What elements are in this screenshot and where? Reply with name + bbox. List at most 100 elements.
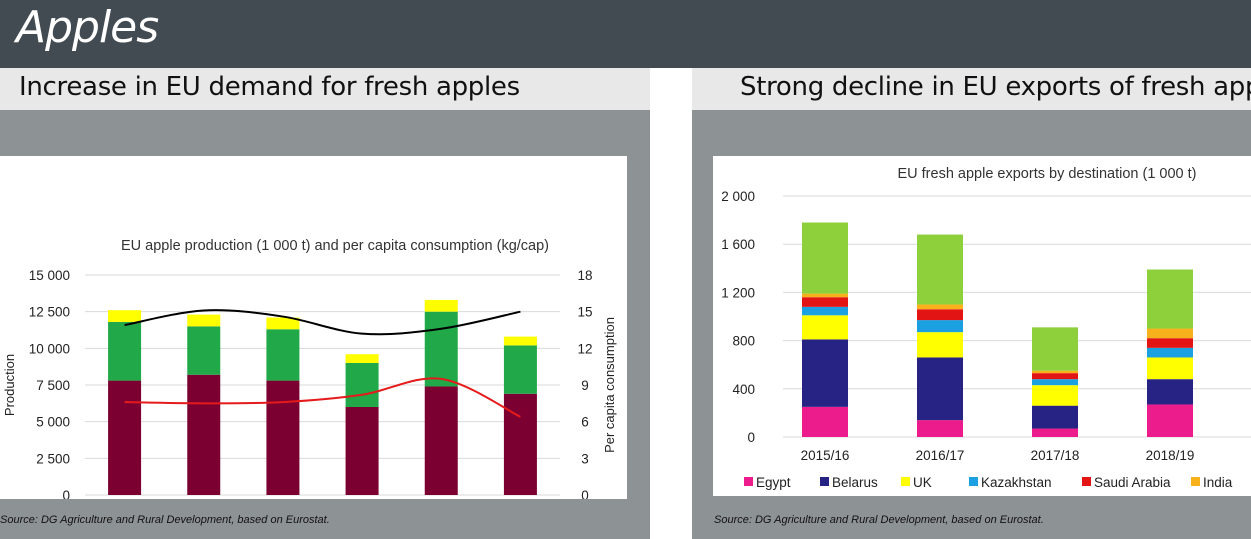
bar-segment: [1032, 379, 1078, 386]
x-tick-label: 2015/16: [801, 448, 850, 463]
right-panel-header: Strong decline in EU exports of fresh ap…: [692, 68, 1251, 110]
y-tick-label: 400: [732, 382, 755, 397]
y2-axis-label: Per capita consumption: [602, 317, 617, 453]
y2-tick-label: 18: [577, 268, 592, 283]
bar-segment: [108, 310, 142, 322]
legend-swatch: [969, 477, 978, 486]
bar-segment: [1032, 385, 1078, 406]
bar-segment: [503, 345, 537, 394]
y-tick-label: 2 000: [721, 189, 755, 204]
legend-label: Kazakhstan: [981, 475, 1052, 490]
y2-tick-label: 6: [581, 415, 589, 430]
y-tick-label: 0: [62, 488, 70, 499]
bar-segment: [345, 363, 379, 407]
y-tick-label: 15 000: [29, 268, 70, 283]
bar-segment: [802, 406, 848, 437]
bar-segment: [1147, 338, 1193, 348]
chart-title: EU fresh apple exports by destination (1…: [897, 166, 1196, 182]
bar-segment: [1032, 428, 1078, 437]
series-line: [124, 377, 521, 418]
right-panel: Strong decline in EU exports of fresh ap…: [692, 68, 1251, 539]
bar-segment: [802, 315, 848, 340]
header-bar: Apples: [0, 0, 1251, 68]
bar-segment: [187, 314, 221, 327]
bar-segment: [266, 317, 300, 330]
legend-swatch: [744, 477, 753, 486]
bar-segment: [187, 374, 221, 495]
bar-segment: [1032, 405, 1078, 429]
bar-segment: [802, 222, 848, 294]
left-panel-header: Increase in EU demand for fresh apples: [0, 68, 650, 110]
bar-segment: [1147, 379, 1193, 405]
y2-tick-label: 9: [581, 378, 589, 393]
right-panel-title: Strong decline in EU exports of fresh ap…: [740, 72, 1251, 102]
y-axis-label: Production: [2, 354, 17, 416]
legend-label: Egypt: [756, 475, 791, 490]
bar-segment: [802, 306, 848, 316]
bar-segment: [424, 299, 458, 312]
bar-segment: [917, 304, 963, 310]
bar-segment: [345, 354, 379, 363]
y2-tick-label: 15: [577, 305, 592, 320]
production-chart: EU apple production (1 000 t) and per ca…: [2, 238, 617, 539]
bar-segment: [1147, 347, 1193, 358]
y2-tick-label: 12: [577, 341, 592, 356]
bar-segment: [802, 297, 848, 307]
x-tick-label: 2018/19: [1146, 448, 1195, 463]
bar-segment: [917, 332, 963, 358]
exports-chart-box: EU fresh apple exports by destination (1…: [713, 156, 1251, 496]
bar-segment: [917, 357, 963, 421]
y-tick-label: 12 500: [29, 305, 70, 320]
legend-swatch: [1191, 477, 1200, 486]
legend-label: UK: [913, 475, 932, 490]
bar-segment: [1147, 269, 1193, 329]
bar-segment: [1147, 328, 1193, 339]
bar-segment: [424, 311, 458, 387]
y2-tick-label: 3: [581, 451, 589, 466]
bar-segment: [266, 329, 300, 381]
page-title: Apples: [16, 2, 159, 53]
legend-label: Saudi Arabia: [1094, 475, 1171, 490]
bar-segment: [1032, 370, 1078, 374]
bar-segment: [1147, 357, 1193, 380]
bar-segment: [108, 321, 142, 381]
left-panel-title: Increase in EU demand for fresh apples: [19, 72, 520, 102]
bar-segment: [1147, 404, 1193, 437]
bar-segment: [1032, 327, 1078, 371]
bar-segment: [108, 380, 142, 495]
y-tick-label: 5 000: [36, 415, 70, 430]
legend-swatch: [820, 477, 829, 486]
bar-segment: [917, 234, 963, 305]
bar-segment: [424, 386, 458, 495]
bar-segment: [802, 293, 848, 298]
bar-segment: [917, 320, 963, 333]
bar-segment: [503, 336, 537, 346]
legend-swatch: [1082, 477, 1091, 486]
y-tick-label: 2 500: [36, 451, 70, 466]
y-tick-label: 0: [747, 430, 755, 445]
bar-segment: [1032, 373, 1078, 380]
legend-label: Belarus: [832, 475, 878, 490]
left-source-note: Source: DG Agriculture and Rural Develop…: [0, 514, 330, 526]
y-tick-label: 1 200: [721, 285, 755, 300]
bar-segment: [802, 339, 848, 407]
legend-label: India: [1203, 475, 1233, 490]
bar-segment: [345, 407, 379, 495]
y-tick-label: 7 500: [36, 378, 70, 393]
bar-segment: [917, 309, 963, 321]
bar-segment: [503, 393, 537, 495]
bar-segment: [187, 326, 221, 375]
y-tick-label: 800: [732, 334, 755, 349]
y2-tick-label: 0: [581, 488, 589, 499]
right-source-note: Source: DG Agriculture and Rural Develop…: [714, 514, 1044, 526]
production-chart-box: EU apple production (1 000 t) and per ca…: [0, 156, 627, 539]
y-tick-label: 1 600: [721, 237, 755, 252]
bar-segment: [266, 380, 300, 495]
x-tick-label: 2016/17: [916, 448, 965, 463]
chart-title: EU apple production (1 000 t) and per ca…: [121, 238, 549, 254]
y-tick-label: 10 000: [29, 341, 70, 356]
legend-swatch: [901, 477, 910, 486]
left-panel: Increase in EU demand for fresh apples E…: [0, 68, 650, 539]
series-line: [124, 309, 521, 336]
bar-segment: [917, 420, 963, 437]
